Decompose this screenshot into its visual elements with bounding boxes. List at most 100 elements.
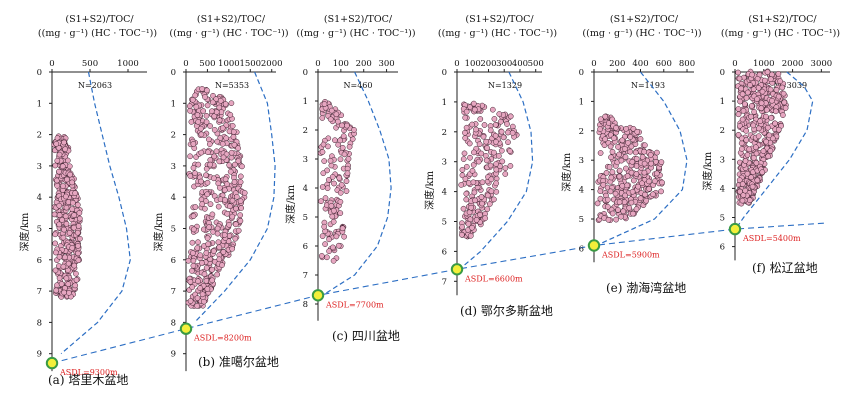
data-point [462,129,468,136]
data-point [744,152,751,158]
data-point [75,243,81,249]
data-point [626,205,633,211]
y-tick-label: 6 [442,247,447,257]
data-point [465,221,472,227]
data-point [619,182,626,189]
data-point [646,185,652,192]
x-tick-label: 0 [315,59,320,69]
data-point [65,260,72,267]
data-point [322,241,328,247]
data-point [502,171,509,177]
data-point [319,184,326,190]
data-point [462,176,469,182]
data-point [187,107,193,114]
data-point [67,171,73,178]
data-point [340,133,347,140]
data-point [221,232,228,238]
y-tick-label: 4 [579,186,584,196]
data-point [229,213,236,220]
data-point [480,133,487,140]
data-point [460,156,467,162]
data-point [739,181,746,187]
data-point [780,90,787,97]
data-point [51,211,58,218]
data-point [604,196,611,203]
data-point [203,172,209,179]
data-point [231,141,238,148]
data-point [478,194,485,200]
data-point [53,141,60,147]
data-point [216,244,223,251]
data-point [597,188,604,195]
data-point [204,87,210,94]
data-point [739,197,746,204]
data-point [750,122,757,129]
data-point [597,126,603,132]
data-point [738,85,744,92]
data-point [743,95,750,101]
data-point [746,146,753,153]
data-point [53,287,60,294]
data-point [507,113,514,120]
data-point [742,187,749,194]
data-point [634,128,641,135]
data-point [466,140,473,147]
data-point [633,206,640,213]
data-point [463,196,470,203]
asdl-label: ASDL=5900m [601,250,660,259]
data-point [753,150,760,157]
data-point [320,141,327,148]
data-point [321,223,328,230]
data-point [766,132,773,139]
data-point [624,182,630,189]
y-tick-label: 4 [442,188,447,198]
y-tick-label: 0 [171,68,176,78]
data-point [463,124,470,131]
y-tick-label: 5 [37,225,42,235]
data-point [627,148,634,155]
data-point [470,179,477,186]
data-point [70,200,76,206]
scatter-points [317,98,357,264]
data-point [190,213,197,219]
data-point [71,212,77,218]
data-point [54,282,60,289]
x-tick-label: 800 [679,59,695,69]
data-point [199,86,205,92]
data-point [637,195,644,202]
data-point [625,139,631,146]
y-tick-label: 6 [720,243,725,253]
x-tick-label: 0 [183,59,188,69]
data-point [491,196,497,203]
x-tick-label: 400 [512,59,528,69]
data-point [189,268,195,274]
data-point [238,205,245,211]
envelope-curve [60,71,131,355]
x-tick-label: 200 [356,59,372,69]
data-point [493,166,500,173]
data-point [763,107,770,113]
asdl-label: ASDL=7700m [325,300,384,309]
panel-caption: (e) 渤海湾盆地 [606,280,686,295]
data-point [735,69,741,76]
data-point [224,181,230,187]
data-point [76,215,83,222]
panel-5: (S1+S2)/TOC/((mg · g⁻¹) (HC · TOC⁻¹))0 10… [701,14,840,275]
y-axis-label: 深度/km [423,170,436,209]
data-point [220,249,227,255]
data-point [320,170,327,177]
data-point [328,162,335,169]
y-tick-label: 7 [303,271,308,281]
x-tick-label: 1500 [239,59,261,69]
data-point [60,263,67,270]
panel-title-line2: ((mg · g⁻¹) (HC · TOC⁻¹)) [169,28,288,39]
y-tick-label: 9 [37,350,42,360]
data-point [232,235,239,242]
data-point [229,197,236,204]
panel-title-line1: (S1+S2)/TOC/ [197,14,266,25]
data-point [597,195,604,202]
data-point [73,277,80,283]
x-tick-label: 100 [465,59,481,69]
data-point [330,207,337,214]
data-point [491,149,497,156]
